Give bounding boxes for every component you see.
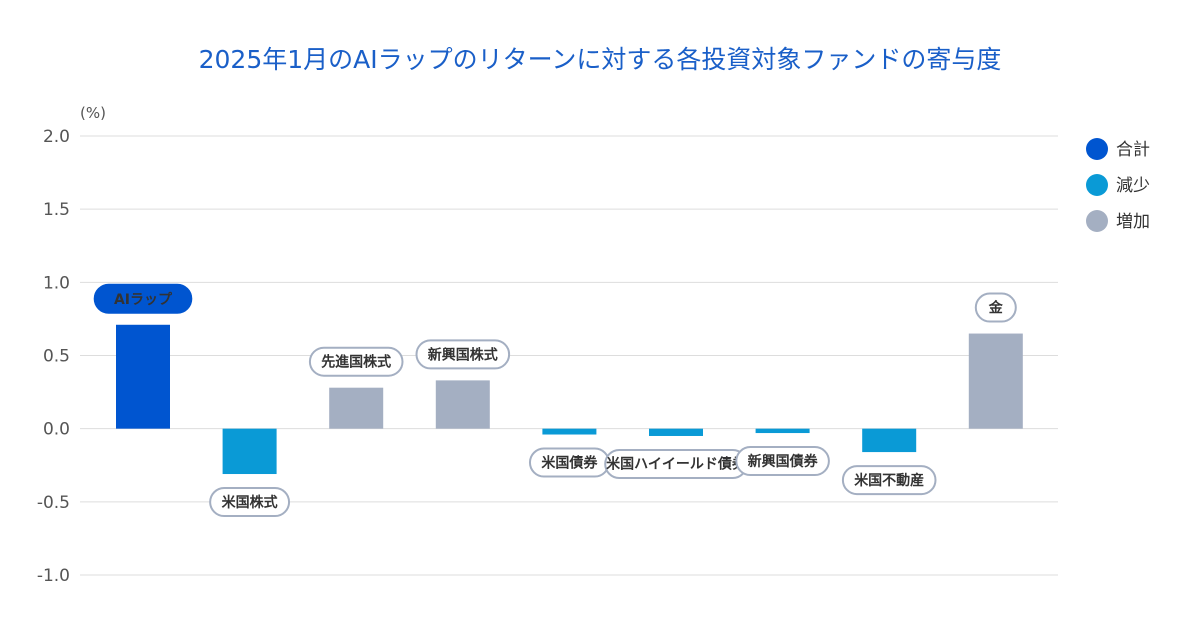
bar: [755, 428, 810, 434]
legend-swatch: [1086, 174, 1108, 196]
legend-label: 減少: [1116, 176, 1150, 196]
y-tick-label: 0.0: [43, 420, 70, 440]
category-label: 新興国株式: [415, 339, 511, 370]
category-label-text: 先進国株式: [321, 354, 391, 371]
bar: [862, 428, 917, 453]
category-label-text: 新興国債券: [748, 453, 819, 470]
category-label: 米国ハイイールド債券: [604, 448, 748, 479]
category-label-pill: [209, 487, 291, 518]
category-label-pill: [841, 465, 937, 496]
chart-title: 2025年1月のAIラップのリターンに対する各投資対象ファンドの寄与度: [199, 45, 1002, 74]
category-label: 新興国債券: [735, 446, 830, 477]
bar: [435, 380, 490, 429]
category-label: AIラップ: [93, 283, 193, 314]
bar: [222, 428, 277, 475]
bar: [329, 387, 384, 429]
category-label: 先進国株式: [308, 346, 404, 377]
category-label-text: 米国ハイイールド債券: [606, 455, 747, 472]
y-tick-label: -0.5: [37, 493, 70, 513]
category-label-text: 金: [988, 300, 1004, 317]
y-tick-label: 1.5: [43, 200, 70, 220]
y-tick-label: 1.0: [43, 273, 70, 293]
bar: [542, 428, 597, 435]
legend-swatch: [1086, 138, 1108, 160]
category-label: 米国債券: [528, 447, 610, 478]
legend-item: 増加: [1086, 210, 1150, 232]
y-axis-ticks: 2.0 1.5 1.0 0.5 0.0 -0.5 -1.0: [37, 127, 70, 586]
bar: [968, 333, 1023, 429]
legend-swatch: [1086, 210, 1108, 232]
category-label-pill: [308, 346, 404, 377]
y-tick-label: -1.0: [37, 566, 70, 586]
y-tick-label: 2.0: [43, 127, 70, 147]
category-label-pill: [974, 292, 1017, 323]
legend-item: 減少: [1086, 174, 1150, 196]
category-label-pill: [93, 283, 193, 314]
legend-label: 増加: [1116, 212, 1150, 232]
legend-label: 合計: [1116, 140, 1150, 160]
y-axis-unit: (%): [80, 104, 106, 122]
bar: [116, 324, 170, 429]
category-label-text: 米国債券: [541, 455, 598, 472]
category-label-text: 米国不動産: [854, 472, 924, 489]
category-label: 金: [974, 292, 1017, 323]
category-label-text: 米国株式: [222, 494, 278, 511]
legend-item: 合計: [1086, 138, 1150, 160]
y-tick-label: 0.5: [43, 347, 70, 367]
category-label-text: 新興国株式: [428, 346, 498, 363]
category-label: 米国株式: [209, 487, 291, 518]
category-label-pill: [735, 446, 830, 477]
bars: [116, 324, 1023, 475]
category-label-pill: [415, 339, 511, 370]
category-label: 米国不動産: [841, 465, 937, 496]
category-label-text: AIラップ: [114, 292, 173, 308]
bar: [649, 428, 703, 436]
